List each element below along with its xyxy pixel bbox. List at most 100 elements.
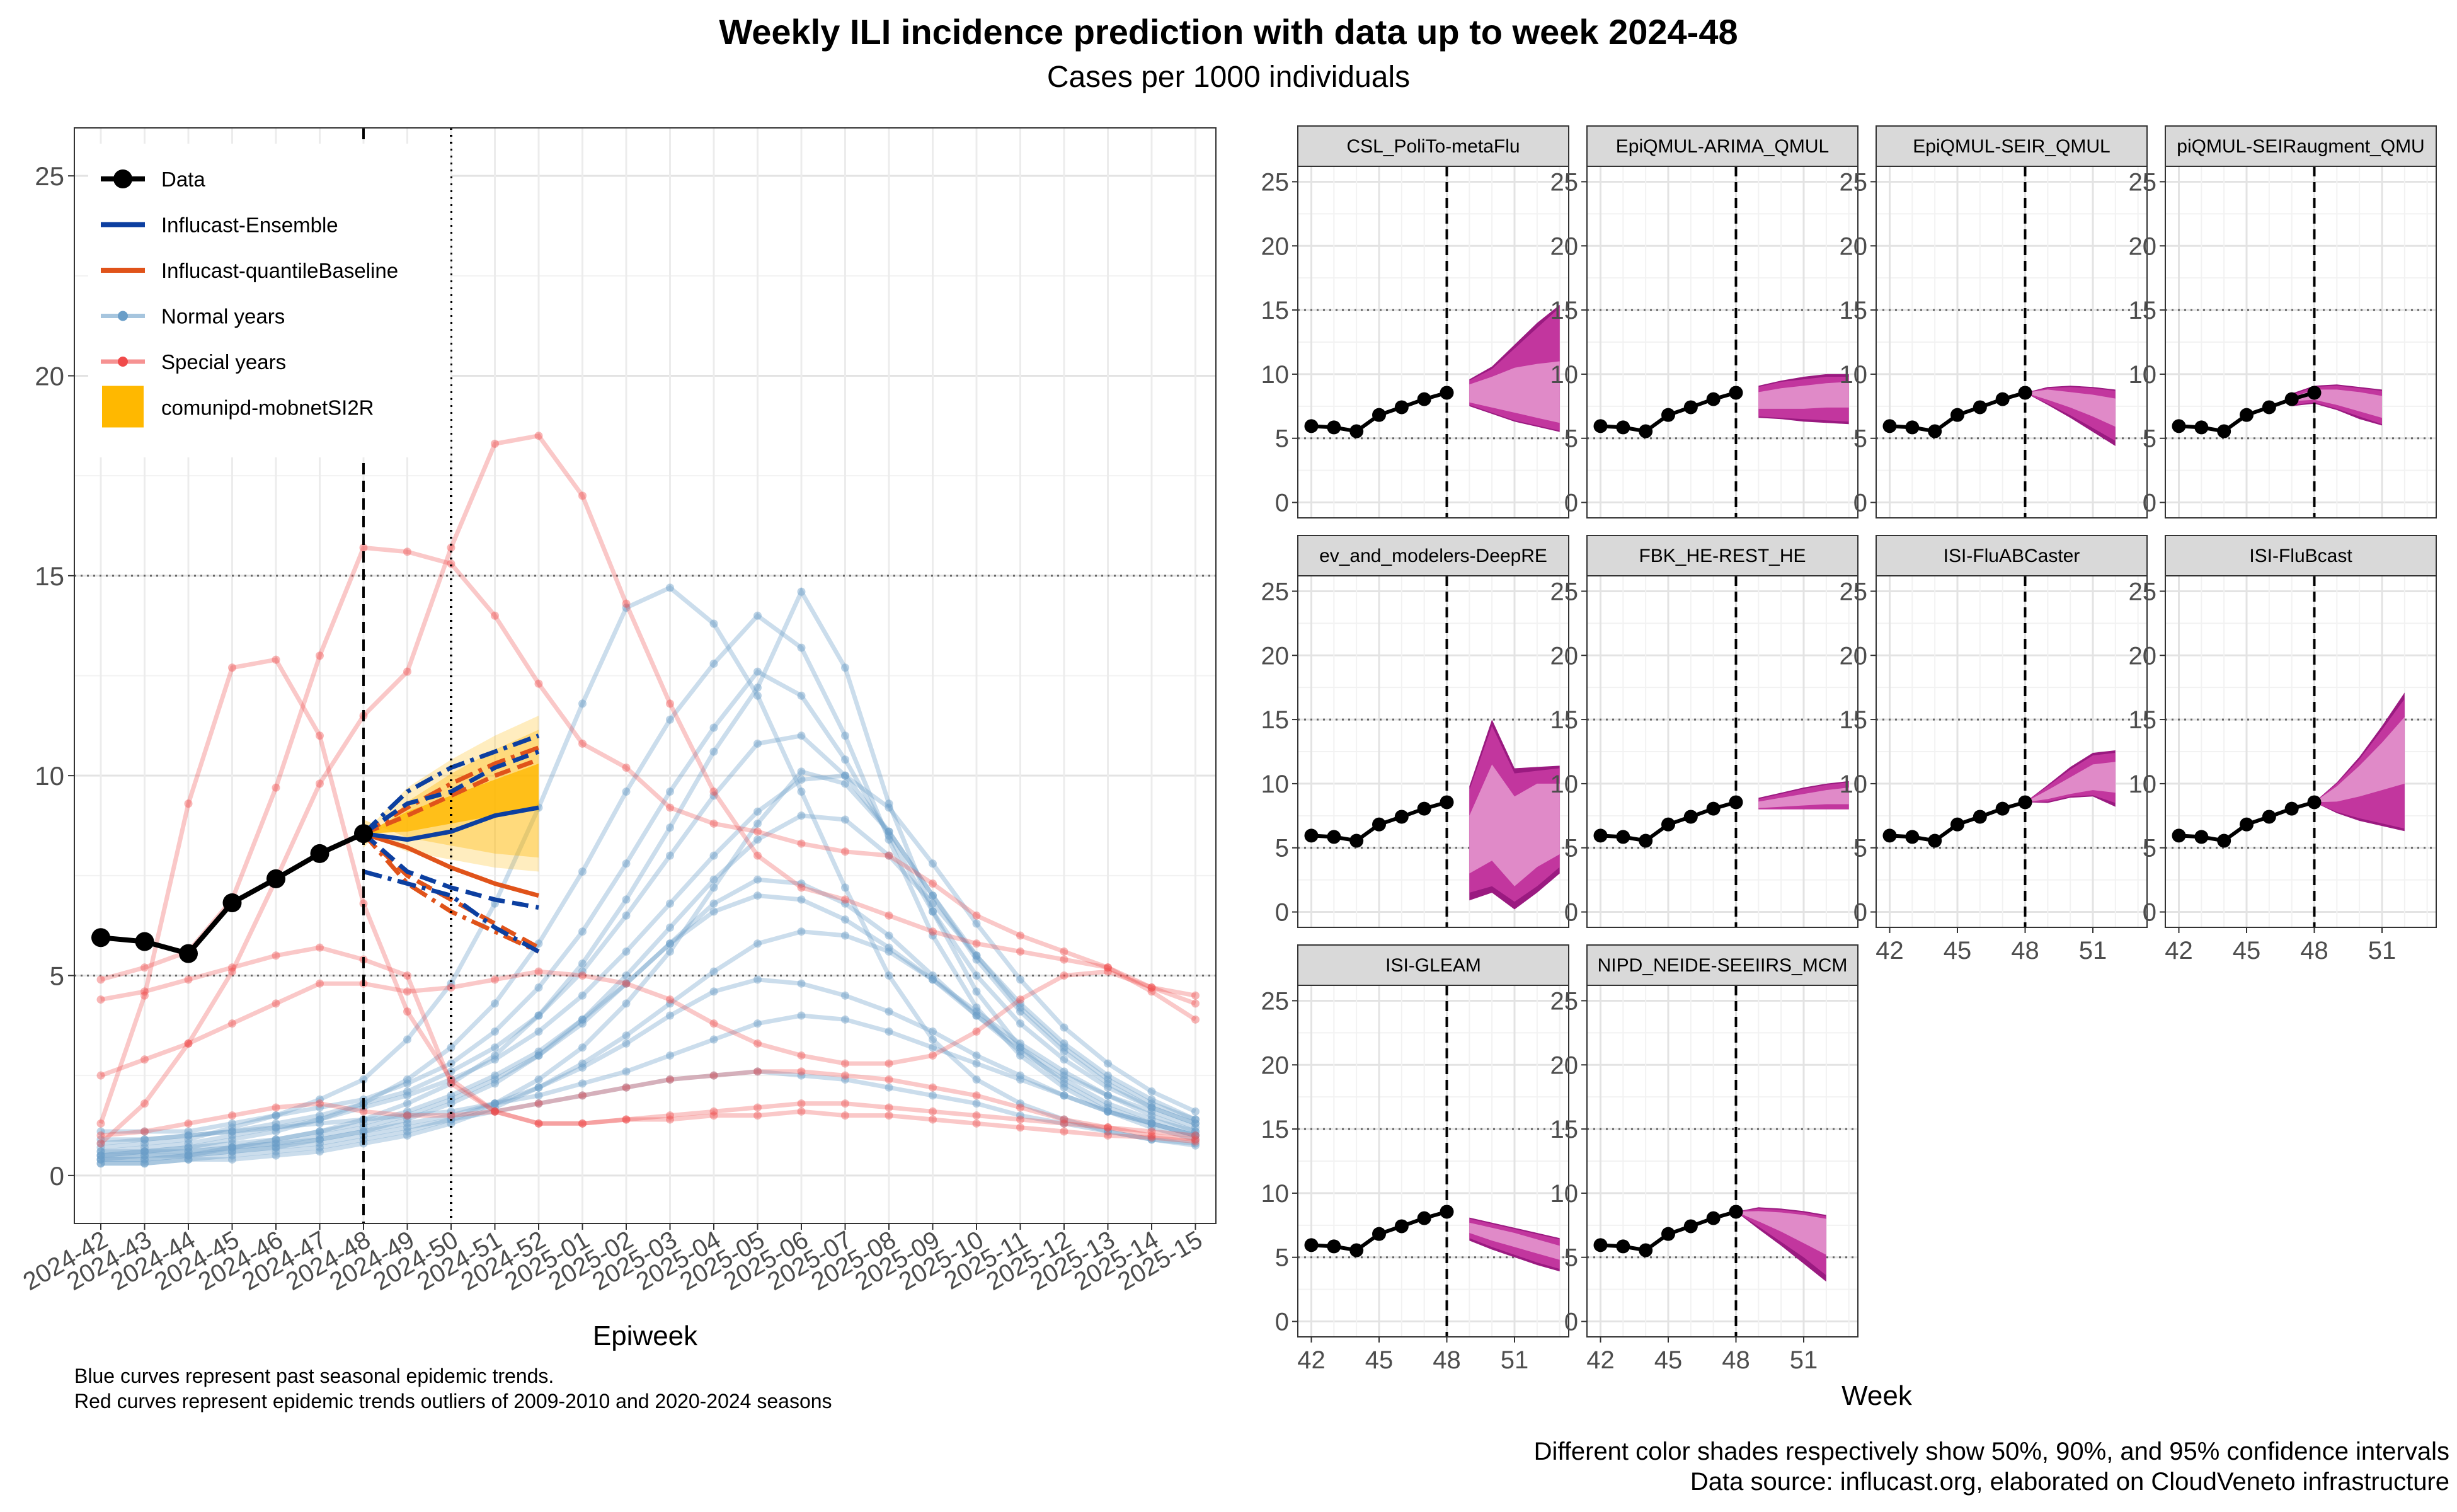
special-year-point — [1016, 1103, 1024, 1112]
facet-frame — [1876, 575, 2148, 928]
special-year-point — [228, 1111, 236, 1120]
facet-y-tick-label: 5 — [1275, 1244, 1289, 1272]
normal-year-point — [1147, 1107, 1156, 1116]
facet-y-tick-label: 5 — [1853, 835, 1867, 862]
normal-year-curve — [101, 1013, 1196, 1142]
normal-year-point — [885, 803, 893, 812]
normal-year-point — [753, 667, 762, 676]
special-year-point — [491, 1107, 499, 1116]
normal-year-point — [272, 1151, 280, 1160]
normal-year-point — [972, 971, 981, 980]
special-year-point — [272, 655, 280, 664]
normal-year-point — [184, 1139, 193, 1148]
special-year-point — [184, 975, 193, 984]
special-year-point — [797, 1107, 806, 1116]
normal-year-point — [753, 611, 762, 620]
normal-year-point — [228, 1151, 236, 1160]
special-year-point — [929, 1083, 937, 1092]
normal-year-point — [885, 947, 893, 956]
normal-year-point — [1104, 1099, 1112, 1108]
normal-year-point — [272, 1147, 280, 1156]
normal-year-point — [491, 1043, 499, 1052]
normal-year-point — [491, 1055, 499, 1064]
normal-year-point — [184, 1151, 193, 1160]
facet-data-point — [1973, 400, 1987, 415]
facet-y-tick-label: 15 — [2129, 297, 2157, 324]
facet-data-point — [1639, 424, 1653, 438]
normal-year-point — [316, 1135, 324, 1144]
normal-year-point — [709, 1035, 718, 1044]
normal-year-curve — [101, 893, 1196, 1154]
normal-year-point — [1060, 1091, 1068, 1100]
plot-frame — [74, 127, 1217, 1224]
facet-data-point — [1327, 830, 1341, 844]
legend-label: Influcast-quantileBaseline — [161, 259, 398, 282]
facet-y-tick-label: 5 — [1564, 1244, 1578, 1272]
normal-year-point — [709, 851, 718, 860]
special-year-point — [403, 547, 411, 556]
data-point — [266, 869, 285, 888]
special-year-point — [578, 1091, 587, 1100]
special-year-point — [753, 1039, 762, 1048]
normal-year-point — [534, 1083, 543, 1092]
normal-year-point — [228, 1131, 236, 1140]
normal-year-point — [1104, 1075, 1112, 1084]
special-year-point — [1060, 1115, 1068, 1124]
normal-year-point — [1104, 1091, 1112, 1100]
note-blue-curves: Blue curves represent past seasonal epid… — [74, 1365, 554, 1387]
normal-year-point — [1147, 1103, 1156, 1112]
normal-year-point — [929, 1091, 937, 1100]
special-year-point — [359, 1107, 368, 1116]
normal-year-point — [1016, 1043, 1024, 1052]
normal-year-point — [96, 1127, 105, 1136]
facet-data-point — [2018, 386, 2032, 400]
normal-year-point — [929, 891, 937, 900]
normal-year-point — [316, 1115, 324, 1124]
normal-year-point — [184, 1147, 193, 1156]
normal-year-point — [272, 1139, 280, 1148]
normal-year-point — [403, 1111, 411, 1120]
special-year-curve — [98, 657, 1196, 1138]
normal-year-point — [841, 663, 849, 672]
facet-strip — [1297, 944, 1569, 986]
normal-year-point — [709, 967, 718, 976]
facet-x-tick-label: 48 — [2011, 937, 2039, 965]
facet-data-point — [1706, 392, 1721, 406]
normal-year-point — [403, 1079, 411, 1088]
main-chart: 05101520252024-422024-432024-442024-4520… — [18, 127, 1217, 1351]
normal-year-point — [140, 1155, 149, 1164]
special-year-point — [184, 1119, 193, 1128]
normal-year-point — [666, 999, 674, 1008]
y-tick-label: 10 — [35, 761, 64, 791]
y-tick-label: 15 — [35, 561, 64, 591]
normal-year-point — [447, 1099, 455, 1108]
facet-frame — [1586, 985, 1858, 1337]
legend-label: Normal years — [161, 305, 285, 328]
normal-year-point — [184, 1147, 193, 1156]
normal-year-point — [578, 1019, 587, 1028]
normal-year-curve — [101, 877, 1196, 1158]
facet-panel: ev_and_modelers-DeepRE 0 5 10 15 20 25 — [1261, 535, 1569, 928]
normal-year-point — [491, 1099, 499, 1108]
special-year-point — [1060, 947, 1068, 956]
facet-data-point — [1616, 1239, 1630, 1254]
normal-year-point — [709, 899, 718, 908]
normal-year-point — [228, 1119, 236, 1128]
normal-year-point — [578, 927, 587, 936]
special-year-curve — [100, 945, 1196, 1144]
special-year-point — [1016, 931, 1024, 940]
facet-title: CSL_PoliTo-metaFlu — [1346, 136, 1520, 157]
facet-y-tick-label: 25 — [2129, 578, 2157, 605]
normal-year-point — [885, 799, 893, 808]
special-year-point — [578, 1119, 587, 1128]
normal-year-point — [403, 1131, 411, 1140]
normal-year-point — [1147, 1087, 1156, 1096]
normal-year-point — [96, 1151, 105, 1160]
legend-label: Influcast-Ensemble — [161, 214, 338, 237]
normal-year-point — [1147, 1135, 1156, 1144]
normal-year-point — [140, 1159, 149, 1168]
special-year-point — [841, 1071, 849, 1080]
facet-data-point — [2217, 833, 2231, 848]
normal-year-point — [272, 1119, 280, 1128]
normal-year-point — [1147, 1119, 1156, 1128]
